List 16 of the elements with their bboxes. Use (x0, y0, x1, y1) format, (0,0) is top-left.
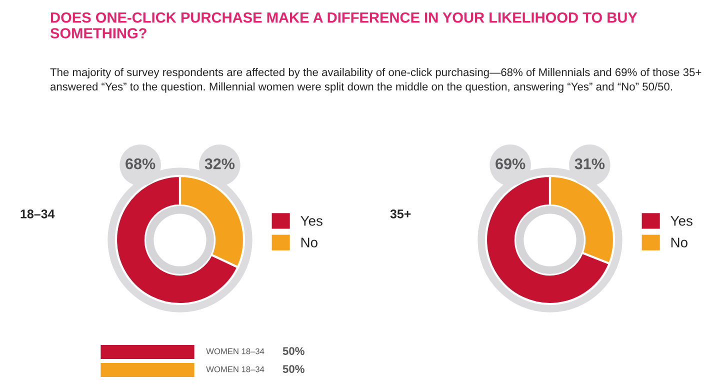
text: 35+ (390, 210, 411, 218)
data-label: 50% (282, 365, 304, 373)
text: The majority of survey respondents are affected by the availability of one-click purchasing—68% of Millennials and 69% of those 35+ answered “Yes” to the question. Millennial women were split down the middle on the question, answering “Yes” and “No” 50/50. (50, 68, 702, 93)
legend-label: Yes (670, 216, 692, 226)
category-label: WOMEN 18–34 (206, 366, 264, 372)
chart-title: DOES ONE-CLICK PURCHASE MAKE A DIFFERENCE IN YOUR LIKELIHOOD TO BUY SOMETHING? (50, 12, 638, 38)
category-label: WOMEN 18–34 (206, 348, 264, 354)
text: 18–34 (20, 210, 55, 218)
legend-label: No (301, 238, 318, 248)
legend-label: No (671, 238, 688, 248)
data-label: 68% (126, 158, 156, 170)
data-label: 31% (574, 158, 605, 170)
data-label: 50% (282, 347, 304, 355)
data-label: 32% (204, 158, 235, 170)
data-label: 69% (496, 158, 526, 170)
legend-label: Yes (300, 216, 322, 226)
